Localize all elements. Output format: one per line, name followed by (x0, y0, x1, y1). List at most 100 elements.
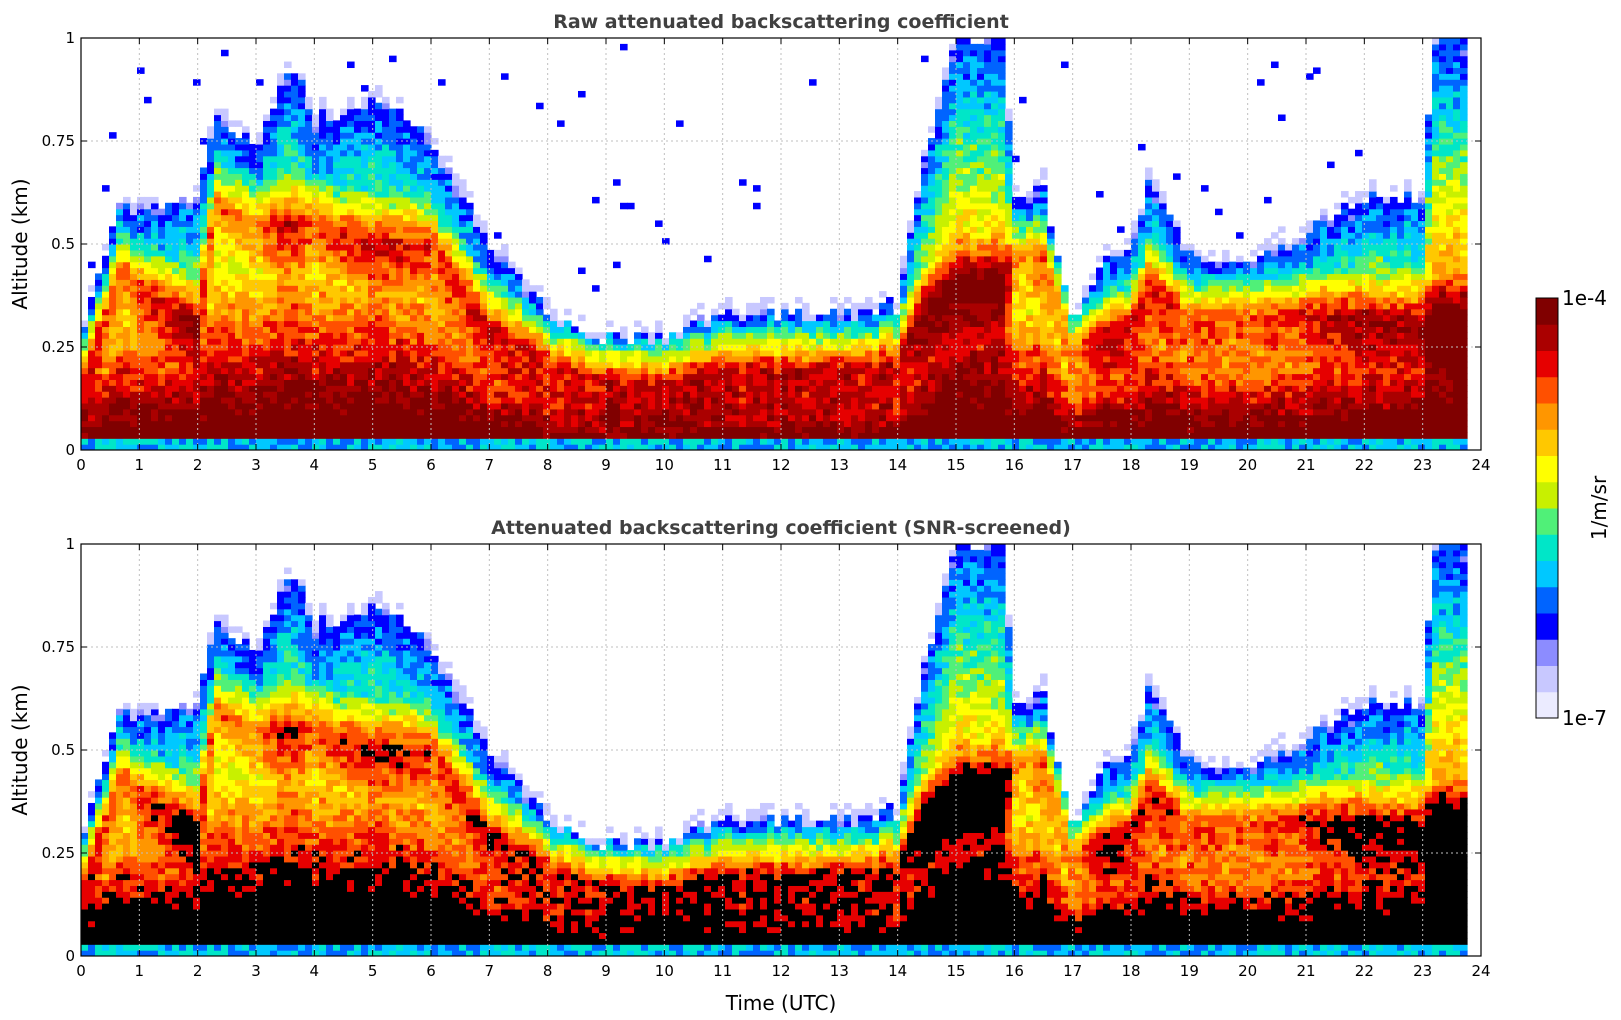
heatmap-cell (144, 444, 152, 450)
heatmap-cell (753, 326, 761, 333)
heatmap-cell (872, 326, 880, 333)
heatmap-cell (137, 367, 145, 375)
heatmap-cell (494, 332, 502, 339)
heatmap-cell (221, 196, 229, 204)
heatmap-cell (522, 291, 530, 298)
heatmap-cell (165, 279, 173, 286)
heatmap-cell (704, 255, 712, 263)
heatmap-cell (305, 397, 313, 404)
heatmap-cell (480, 432, 488, 439)
heatmap-cell (186, 238, 194, 245)
heatmap-cell (270, 385, 278, 392)
heatmap-cell (480, 420, 488, 428)
heatmap-cell (893, 414, 901, 422)
heatmap-cell (851, 408, 859, 416)
heatmap-cell (95, 355, 103, 363)
heatmap-cell (347, 161, 355, 169)
heatmap-cell (851, 308, 859, 316)
heatmap-cell (319, 338, 327, 345)
heatmap-cell (81, 438, 89, 445)
heatmap-cell (571, 361, 579, 369)
heatmap-cell (746, 338, 754, 345)
heatmap-cell (963, 155, 971, 163)
heatmap-cell (928, 361, 936, 369)
heatmap-cell (270, 373, 278, 380)
heatmap-cell (179, 202, 187, 210)
heatmap-cell (438, 361, 446, 369)
heatmap-cell (809, 420, 817, 428)
heatmap-cell (221, 149, 229, 157)
heatmap-cell (767, 308, 775, 316)
heatmap-cell (690, 367, 698, 375)
heatmap-cell (298, 244, 306, 251)
heatmap-cell (396, 185, 404, 192)
heatmap-cell (914, 420, 922, 428)
heatmap-cell (494, 414, 502, 422)
heatmap-cell (438, 161, 446, 169)
heatmap-cell (368, 114, 376, 121)
heatmap-cell (242, 391, 250, 398)
heatmap-cell (102, 379, 110, 386)
heatmap-cell (865, 338, 873, 345)
heatmap-cell (361, 349, 369, 357)
heatmap-cell (788, 373, 796, 380)
heatmap-cell (165, 238, 173, 245)
heatmap-cell (487, 367, 495, 375)
heatmap-cell (417, 185, 425, 192)
heatmap-cell (781, 338, 789, 345)
heatmap-cell (599, 379, 607, 386)
heatmap-cell (921, 279, 929, 286)
heatmap-cell (242, 408, 250, 416)
heatmap-cell (277, 344, 285, 351)
heatmap-cell (585, 338, 593, 345)
heatmap-cell (214, 214, 222, 222)
heatmap-cell (326, 397, 334, 404)
heatmap-cell (305, 444, 313, 450)
heatmap-cell (375, 196, 383, 204)
heatmap-cell (123, 420, 131, 428)
heatmap-cell (858, 420, 866, 428)
heatmap-cell (767, 373, 775, 380)
heatmap-cell (88, 355, 96, 363)
heatmap-cell (207, 155, 215, 163)
heatmap-cell (970, 444, 978, 450)
heatmap-cell (676, 420, 684, 428)
heatmap-cell (221, 420, 229, 428)
heatmap-cell (494, 320, 502, 327)
heatmap-cell (410, 420, 418, 428)
heatmap-cell (403, 285, 411, 292)
heatmap-cell (312, 444, 320, 450)
heatmap-cell (494, 338, 502, 345)
heatmap-cell (214, 308, 222, 316)
heatmap-cell (81, 391, 89, 398)
heatmap-cell (130, 320, 138, 327)
heatmap-cell (242, 238, 250, 245)
heatmap-cell (900, 296, 908, 304)
heatmap-cell (739, 355, 747, 363)
heatmap-cell (235, 155, 243, 163)
heatmap-cell (424, 155, 432, 163)
heatmap-cell (963, 38, 971, 45)
heatmap-cell (557, 408, 565, 416)
heatmap-cell (340, 173, 348, 180)
heatmap-cell (522, 438, 530, 445)
heatmap-cell (935, 326, 943, 333)
heatmap-cell (95, 438, 103, 445)
heatmap-cell (942, 291, 950, 298)
heatmap-cell (375, 191, 383, 198)
heatmap-cell (431, 338, 439, 345)
heatmap-cell (851, 338, 859, 345)
heatmap-cell (571, 385, 579, 392)
heatmap-cell (214, 179, 222, 186)
heatmap-cell (242, 226, 250, 233)
heatmap-cell (375, 226, 383, 233)
heatmap-cell (389, 414, 397, 422)
heatmap-cell (200, 349, 208, 357)
heatmap-cell (641, 420, 649, 428)
heatmap-cell (557, 120, 565, 127)
heatmap-cell (760, 414, 768, 422)
heatmap-cell (907, 426, 915, 433)
heatmap-cell (844, 414, 852, 422)
heatmap-cell (564, 379, 572, 386)
heatmap-cell (725, 402, 733, 410)
